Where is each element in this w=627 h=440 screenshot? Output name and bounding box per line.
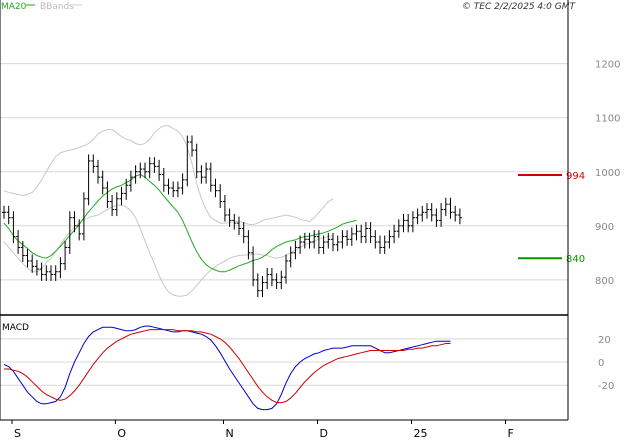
macd-tick-label: -20 xyxy=(598,381,614,392)
macd-tick-label: 0 xyxy=(598,358,604,369)
x-tick-label: O xyxy=(117,427,126,440)
price-bars xyxy=(2,135,462,298)
price-levels: 994 840 xyxy=(518,171,585,265)
bb-upper-line xyxy=(3,125,334,226)
legend-ma20: MA20 xyxy=(1,2,27,12)
macd-panel-title: MACD xyxy=(2,323,29,333)
resistance-label: 994 xyxy=(566,171,585,182)
price-tick-label: 1000 xyxy=(595,168,620,179)
bollinger-bands xyxy=(3,125,334,297)
macd-tick-label: 20 xyxy=(598,335,611,346)
support-label: 840 xyxy=(566,254,585,265)
x-tick-label: F xyxy=(508,427,514,440)
macd-lines xyxy=(3,325,451,411)
macd-line xyxy=(3,325,451,411)
price-tick-label: 1100 xyxy=(595,114,620,125)
ma20-line xyxy=(3,173,357,273)
ma20-path xyxy=(3,173,357,273)
copyright-text: © TEC 2/2/2025 4:0 GMT xyxy=(462,2,577,12)
x-tick-label: D xyxy=(320,427,328,440)
signal-line xyxy=(4,329,451,404)
x-tick-label: S xyxy=(14,427,21,440)
legend-bbands: BBands xyxy=(40,2,74,12)
x-tick-label: N xyxy=(226,427,234,440)
price-tick-label: 1200 xyxy=(595,60,620,71)
price-tick-label: 800 xyxy=(595,276,614,287)
x-tick-label: 25 xyxy=(414,427,428,440)
price-tick-label: 900 xyxy=(595,222,614,233)
bb-lower-line xyxy=(3,204,334,297)
grid-lines xyxy=(0,63,568,386)
